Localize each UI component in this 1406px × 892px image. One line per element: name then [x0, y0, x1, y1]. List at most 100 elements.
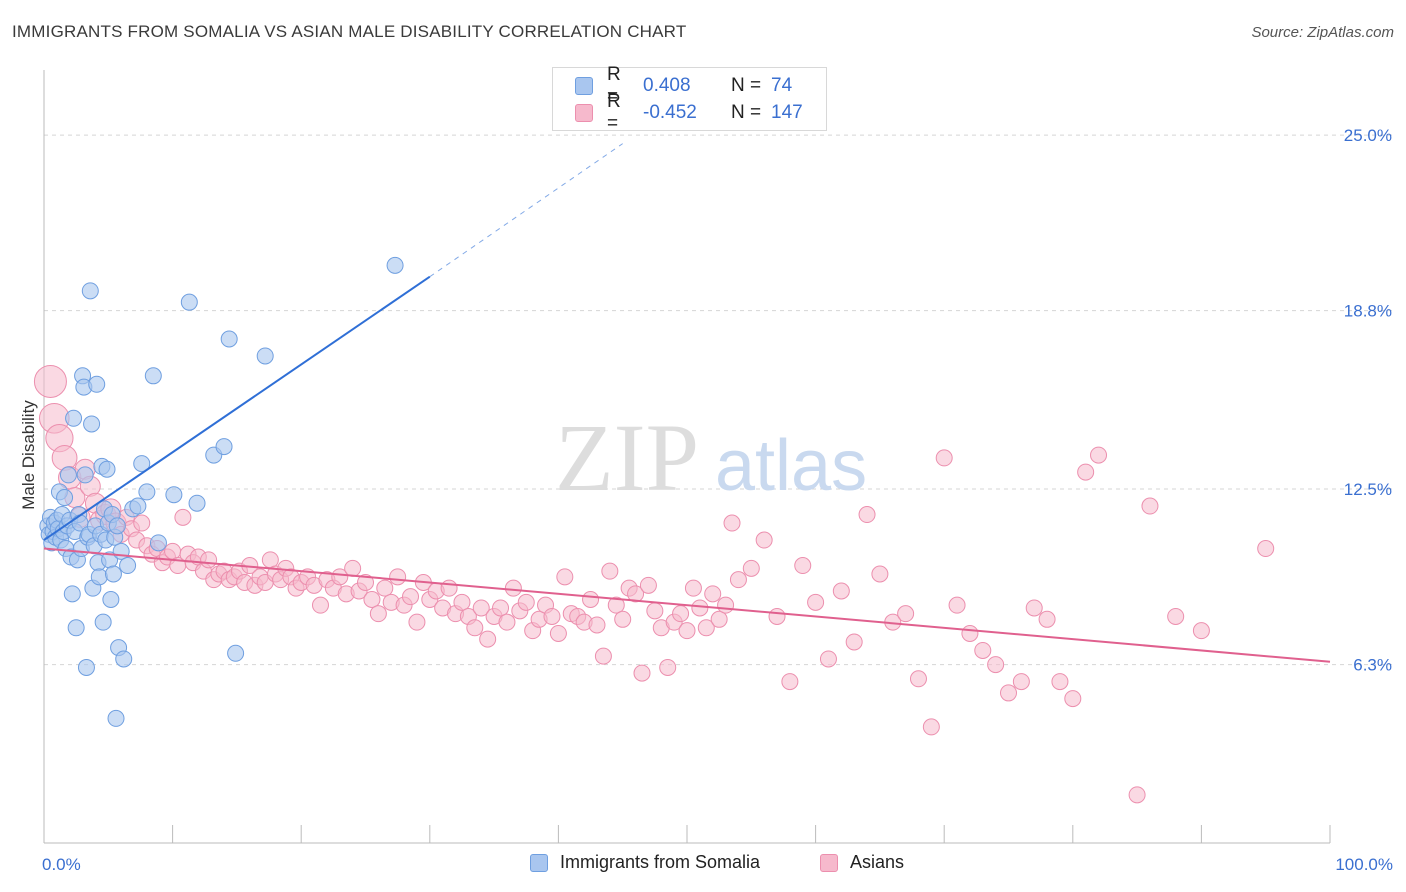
asians-point — [556, 568, 574, 586]
somalia-point — [67, 619, 85, 637]
asians-point — [819, 650, 837, 668]
y-axis-label: Male Disability — [19, 400, 38, 510]
chart-title: IMMIGRANTS FROM SOMALIA VS ASIAN MALE DI… — [12, 22, 687, 41]
somalia-point — [94, 613, 112, 631]
asians-point — [543, 607, 561, 625]
asians-point — [729, 571, 747, 589]
asians-point — [402, 588, 420, 606]
asians-point — [1257, 540, 1275, 558]
somalia-point — [256, 347, 274, 365]
asians-point — [1038, 610, 1056, 628]
asians-point — [1000, 684, 1017, 702]
asians-point — [1128, 786, 1146, 804]
asians-point — [133, 514, 151, 532]
asians-point — [697, 619, 715, 637]
asians-point — [200, 551, 218, 569]
somalia-point — [104, 565, 122, 583]
asians-point — [1141, 497, 1159, 515]
legend-swatch-blue — [575, 77, 593, 95]
somalia-point — [81, 282, 99, 300]
asians-point — [601, 562, 619, 580]
y-tick-label: 12.5% — [1344, 480, 1392, 499]
legend-n-label: N = — [731, 75, 762, 96]
asians-point — [897, 605, 915, 623]
asians-point — [369, 605, 387, 623]
bottom-legend-swatch-blue — [530, 853, 548, 872]
asians-point — [807, 593, 825, 611]
somalia-point — [119, 557, 137, 575]
asians-points — [33, 364, 1275, 804]
asians-point — [363, 590, 381, 608]
bottom-legend-asians: Asians — [820, 852, 904, 873]
somalia-trend-line — [43, 275, 431, 541]
somalia-point — [220, 330, 238, 348]
legend-n-label: N = — [731, 102, 762, 123]
somalia-point — [108, 517, 126, 535]
asians-point — [174, 508, 192, 526]
somalia-point — [386, 256, 404, 274]
asians-point — [755, 531, 773, 549]
somalia-point — [102, 590, 120, 608]
somalia-point — [98, 460, 116, 478]
asians-point — [1077, 463, 1095, 481]
legend-r-value: 0.408 — [643, 75, 691, 96]
asians-point — [678, 622, 696, 640]
bottom-legend-swatch-pink — [820, 853, 838, 872]
asians-point — [684, 579, 702, 597]
asians-point — [717, 596, 735, 614]
asians-point — [492, 599, 510, 617]
asians-point — [1012, 673, 1030, 691]
asians-point — [261, 551, 279, 569]
asians-point — [768, 607, 786, 625]
y-tick-label: 25.0% — [1344, 126, 1392, 145]
asians-point — [472, 599, 490, 617]
asians-point — [607, 596, 625, 614]
bottom-legend-somalia: Immigrants from Somalia — [530, 852, 760, 873]
asians-point — [871, 565, 889, 583]
somalia-point — [107, 709, 125, 727]
somalia-point — [149, 534, 167, 552]
asians-point — [1064, 690, 1082, 708]
asians-trend-line — [43, 547, 1331, 663]
somalia-point — [144, 367, 162, 385]
somalia-point — [165, 486, 183, 504]
watermark: ZIP atlas — [555, 404, 867, 511]
asians-point — [331, 568, 349, 586]
asians-point — [453, 593, 471, 611]
axes — [43, 70, 1331, 844]
somalia-point — [88, 375, 106, 393]
legend-r-label: R = — [607, 64, 621, 107]
somalia-point — [215, 438, 233, 456]
asians-point — [389, 568, 407, 586]
x-tick-label-min: 0.0% — [42, 855, 81, 874]
asians-point — [858, 506, 876, 524]
asians-point — [582, 590, 600, 608]
asians-point — [723, 514, 741, 532]
somalia-trend-extension — [429, 143, 623, 278]
asians-point — [588, 616, 606, 634]
asians-point — [1090, 446, 1108, 464]
legend-row-asians: R = -0.452 N = 147 — [575, 91, 803, 134]
x-tick-labels: 0.0% 100.0% — [42, 855, 1393, 874]
legend-row-somalia: R = 0.408 N = 74 — [575, 64, 792, 107]
asians-point — [742, 559, 760, 577]
asians-point — [646, 602, 664, 620]
somalia-point — [138, 483, 156, 501]
somalia-point — [63, 585, 81, 603]
somalia-point — [77, 658, 95, 676]
asians-point — [1025, 599, 1043, 617]
asians-point — [408, 613, 426, 631]
asians-point — [344, 559, 362, 577]
somalia-point — [90, 568, 108, 586]
source-label: Source: ZipAtlas.com — [1251, 24, 1394, 41]
asians-point — [987, 656, 1005, 674]
asians-point — [639, 576, 657, 594]
y-tick-label: 18.8% — [1344, 302, 1392, 321]
asians-point — [614, 610, 632, 628]
asians-point — [961, 624, 979, 642]
asians-point — [504, 579, 522, 597]
legend-r-label: R = — [607, 91, 621, 134]
legend-r-value: -0.452 — [643, 102, 697, 123]
asians-point — [691, 599, 709, 617]
